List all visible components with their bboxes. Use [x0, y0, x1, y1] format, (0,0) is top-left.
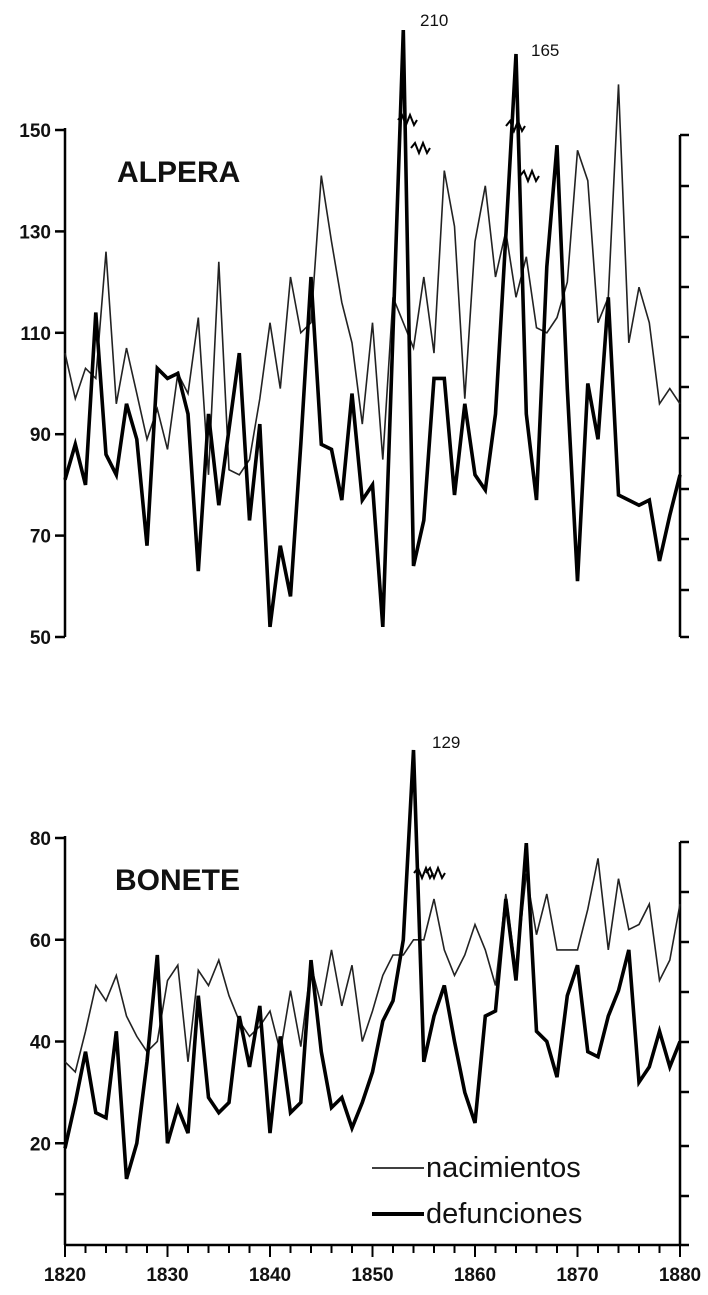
y-tick-label: 110: [20, 324, 51, 345]
series-line-defunciones: [63, 29, 682, 628]
panel-title: ALPERA: [117, 156, 240, 189]
y-tick-label: 90: [30, 425, 51, 446]
y-tick-label: 70: [30, 527, 51, 548]
scale-break-mark: [397, 112, 418, 128]
y-tick-label: 50: [30, 628, 51, 649]
series-line-nacimientos: [64, 84, 681, 476]
y-tick-label: 150: [19, 121, 51, 142]
scale-break-mark: [413, 865, 434, 881]
x-tick-label: 1840: [249, 1265, 291, 1286]
x-tick-label: 1880: [659, 1265, 701, 1286]
scale-break-mark: [519, 168, 540, 184]
series-line-defunciones: [63, 749, 682, 1180]
peak-value-label: 165: [531, 41, 559, 60]
scale-break-mark: [410, 140, 431, 156]
x-tick-label: 1860: [454, 1265, 496, 1286]
x-tick-label: 1820: [44, 1265, 86, 1286]
legend-label-nacimientos: nacimientos: [426, 1152, 581, 1184]
y-tick-label: 130: [19, 222, 51, 243]
x-tick-label: 1870: [556, 1265, 598, 1286]
y-tick-label: 40: [30, 1033, 51, 1054]
x-tick-label: 1850: [351, 1265, 393, 1286]
alpera-panel: 150 130 110 90 70 50 ALPERA 210 165: [19, 11, 689, 649]
scale-break-mark: [505, 118, 526, 134]
y-tick-label: 20: [30, 1134, 51, 1155]
x-tick-label: 1830: [146, 1265, 188, 1286]
y-tick-label: 80: [30, 829, 51, 850]
peak-value-label: 129: [432, 733, 460, 752]
bonete-panel: 80 60 40 20 BONETE 129 1820 1830 1840 1850 1860 187…: [30, 733, 701, 1286]
peak-value-label: 210: [420, 11, 448, 30]
y-tick-label: 60: [30, 931, 51, 952]
panel-title: BONETE: [115, 864, 240, 897]
scale-break-mark: [425, 865, 446, 881]
series-line-nacimientos: [64, 858, 681, 1074]
legend-label-defunciones: defunciones: [426, 1198, 582, 1230]
